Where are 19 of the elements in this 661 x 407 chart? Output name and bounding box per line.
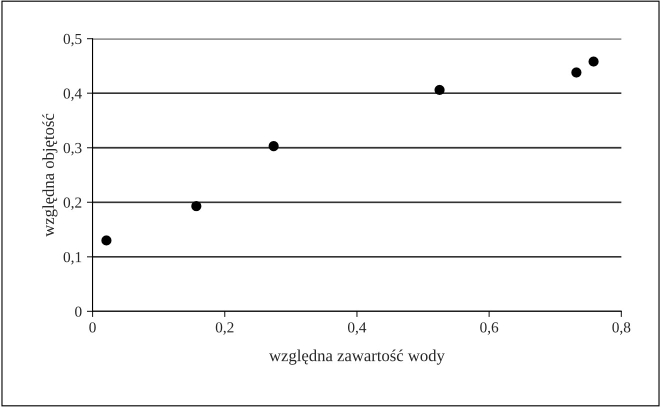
x-tick-label: 0,4 bbox=[348, 322, 366, 335]
y-tick-label: 0,4 bbox=[64, 88, 82, 101]
point bbox=[588, 56, 599, 67]
x-tick-label: 0 bbox=[89, 322, 96, 333]
y-tick-label: 0,2 bbox=[64, 197, 82, 210]
y-tick-label: 0 bbox=[75, 306, 82, 317]
x-tick-label: 0,2 bbox=[216, 322, 234, 335]
point bbox=[434, 84, 445, 96]
x-axis-title: względna zawartość wody bbox=[269, 350, 445, 365]
point bbox=[191, 201, 202, 212]
y-tick-label: 0,5 bbox=[64, 34, 82, 46]
point bbox=[268, 141, 279, 152]
point bbox=[101, 235, 112, 246]
y-tick-label: 0,3 bbox=[64, 142, 82, 156]
y-axis-title: względna objętość bbox=[42, 114, 58, 237]
point bbox=[571, 67, 582, 78]
x-tick-label: 0,6 bbox=[480, 322, 498, 335]
y-tick-label: 0,1 bbox=[64, 252, 82, 264]
x-tick-label: 0,8 bbox=[612, 322, 630, 335]
